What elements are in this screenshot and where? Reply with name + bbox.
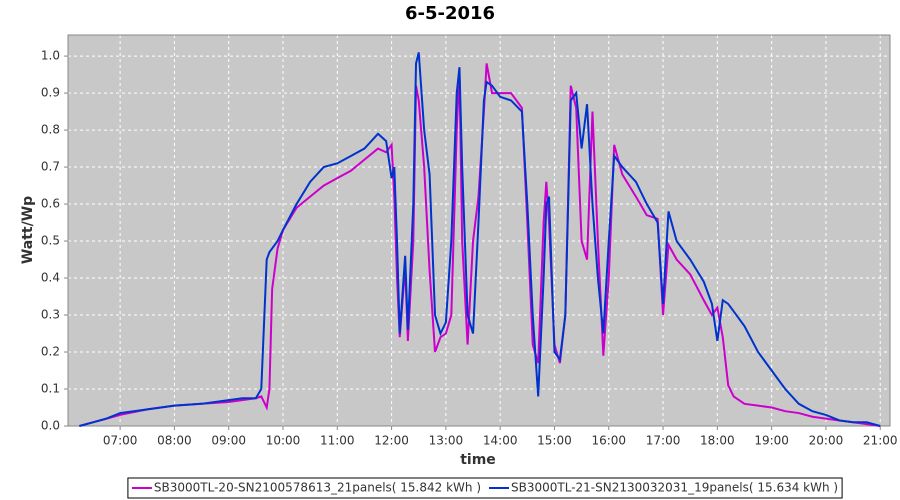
- x-tick-label: 09:00: [211, 434, 246, 448]
- plot-border: [67, 34, 891, 427]
- y-tick-label: 0.2: [41, 345, 60, 359]
- x-tick-label: 17:00: [646, 434, 681, 448]
- x-tick-label: 19:00: [754, 434, 789, 448]
- x-tick-label: 18:00: [700, 434, 735, 448]
- x-tick-label: 13:00: [429, 434, 464, 448]
- legend-label: SB3000TL-20-SN2100578613_21panels( 15.84…: [154, 481, 481, 495]
- x-tick-label: 12:00: [374, 434, 409, 448]
- y-axis-label: Watt/Wp: [20, 196, 36, 264]
- x-tick-label: 15:00: [537, 434, 572, 448]
- x-tick-label: 07:00: [103, 434, 138, 448]
- y-tick-label: 0.3: [41, 308, 60, 322]
- x-axis-label: time: [460, 452, 496, 468]
- y-tick-label: 0.7: [41, 160, 60, 174]
- x-tick-label: 21:00: [863, 434, 898, 448]
- y-tick-label: 0.1: [41, 382, 60, 396]
- legend-label: SB3000TL-21-SN2130032031_19panels( 15.63…: [511, 481, 838, 495]
- legend: SB3000TL-20-SN2100578613_21panels( 15.84…: [127, 477, 843, 499]
- series-line: [79, 52, 881, 427]
- y-tick-label: 0.5: [41, 234, 60, 248]
- y-tick-label: 0.4: [41, 271, 60, 285]
- y-tick-label: 0.6: [41, 197, 60, 211]
- y-tick-label: 0.8: [41, 123, 60, 137]
- x-tick-label: 20:00: [809, 434, 844, 448]
- x-tick-label: 16:00: [591, 434, 626, 448]
- x-tick-label: 14:00: [483, 434, 518, 448]
- y-tick-label: 0.9: [41, 86, 60, 100]
- chart-title: 6-5-2016: [405, 3, 495, 24]
- x-tick-label: 10:00: [266, 434, 301, 448]
- x-tick-label: 08:00: [157, 434, 192, 448]
- legend-box: [127, 477, 843, 499]
- y-tick-label: 1.0: [41, 49, 60, 63]
- y-tick-label: 0.0: [41, 419, 60, 433]
- x-tick-label: 11:00: [320, 434, 355, 448]
